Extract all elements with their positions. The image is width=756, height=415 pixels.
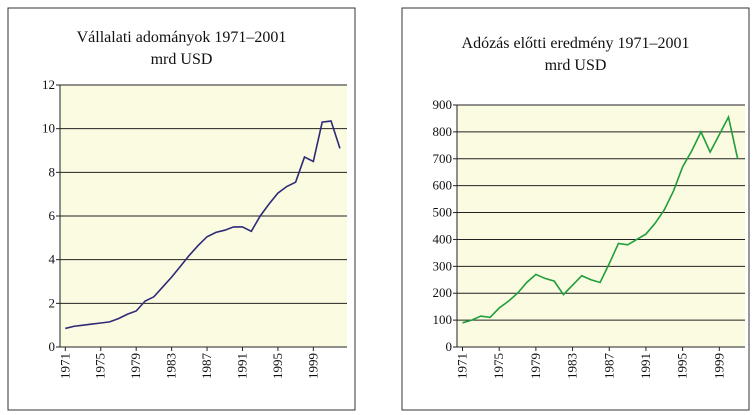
y-tick-label: 10	[42, 121, 55, 136]
y-tick-label: 12	[42, 77, 55, 92]
chart-title: Vállalati adományok 1971–2001	[77, 29, 287, 46]
x-tick-label: 1987	[199, 353, 214, 380]
chart-title: Adózás előtti eredmény 1971–2001	[462, 35, 690, 52]
y-tick-label: 4	[49, 252, 56, 267]
x-tick-label: 1975	[491, 353, 506, 379]
x-tick-label: 1995	[675, 353, 690, 379]
x-tick-label: 1991	[638, 353, 653, 379]
y-tick-label: 8	[49, 164, 56, 179]
y-tick-label: 600	[433, 178, 453, 193]
y-tick-label: 700	[433, 151, 453, 166]
plot-area	[457, 105, 745, 347]
x-tick-label: 1983	[565, 353, 580, 379]
x-tick-label: 1987	[601, 353, 616, 380]
y-tick-label: 100	[433, 312, 453, 327]
x-tick-label: 1979	[128, 353, 143, 379]
x-tick-label: 1979	[528, 353, 543, 379]
y-tick-label: 500	[433, 205, 453, 220]
y-tick-label: 900	[433, 97, 453, 112]
chart-subtitle: mrd USD	[545, 57, 607, 74]
x-tick-label: 1991	[234, 353, 249, 379]
x-tick-label: 1971	[455, 353, 470, 379]
x-tick-label: 1999	[711, 353, 726, 379]
y-tick-label: 0	[49, 339, 56, 354]
y-tick-label: 300	[433, 258, 453, 273]
line-series	[65, 120, 341, 330]
x-tick-label: 1999	[305, 353, 320, 379]
y-tick-label: 0	[446, 339, 453, 354]
line-series	[462, 114, 739, 324]
y-tick-label: 200	[433, 285, 453, 300]
chart-subtitle: mrd USD	[151, 51, 213, 68]
y-tick-label: 2	[49, 295, 56, 310]
y-tick-label: 6	[49, 208, 56, 223]
x-tick-label: 1995	[270, 353, 285, 379]
x-tick-label: 1975	[93, 353, 108, 379]
x-tick-label: 1971	[57, 353, 72, 379]
y-tick-label: 800	[433, 124, 453, 139]
y-tick-label: 400	[433, 231, 453, 246]
x-tick-label: 1983	[164, 353, 179, 379]
